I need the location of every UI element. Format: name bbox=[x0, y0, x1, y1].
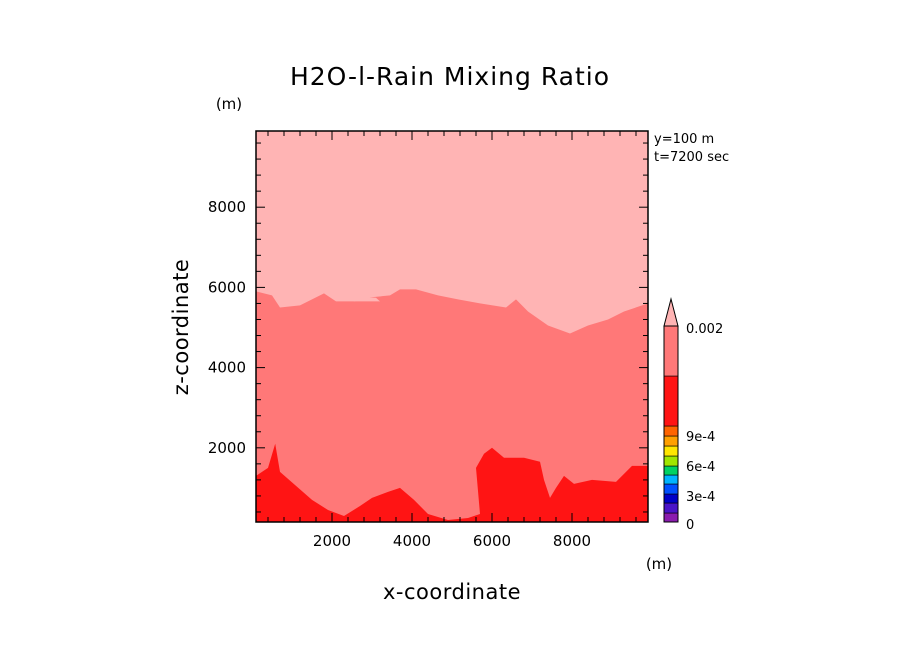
colorbar-segment bbox=[663, 474, 679, 485]
y-tick-label: 6000 bbox=[208, 278, 246, 296]
contour-region-upper-inclusion bbox=[350, 296, 380, 302]
annotation-y-slice: y=100 m bbox=[654, 132, 714, 147]
x-tick-label: 2000 bbox=[313, 532, 351, 550]
colorbar-tick-label: 6e-4 bbox=[686, 460, 715, 475]
colorbar-tick-label: 0 bbox=[686, 518, 694, 533]
colorbar-extend-arrow bbox=[663, 297, 679, 327]
axis-ticks bbox=[256, 131, 648, 522]
colorbar-tick-label: 3e-4 bbox=[686, 490, 715, 505]
y-axis-label: z-coordinate bbox=[169, 259, 193, 396]
colorbar-frame bbox=[663, 325, 679, 523]
y-unit-label: (m) bbox=[216, 95, 242, 113]
x-unit-label: (m) bbox=[646, 555, 672, 573]
y-tick-label: 2000 bbox=[208, 439, 246, 457]
x-axis-label: x-coordinate bbox=[383, 580, 521, 604]
colorbar-segment bbox=[663, 455, 679, 467]
colorbar-segment bbox=[663, 435, 679, 447]
colorbar-segment bbox=[663, 502, 679, 514]
colorbar-tick-label: 0.002 bbox=[686, 322, 723, 337]
chart-title: H2O-l-Rain Mixing Ratio bbox=[290, 62, 610, 91]
annotation-time: t=7200 sec bbox=[654, 150, 729, 165]
x-tick-label: 4000 bbox=[393, 532, 431, 550]
colorbar-segment bbox=[663, 493, 679, 504]
y-tick-label: 8000 bbox=[208, 198, 246, 216]
x-tick-label: 8000 bbox=[553, 532, 591, 550]
colorbar-tick-label: 9e-4 bbox=[686, 430, 715, 445]
colorbar-segment bbox=[663, 445, 679, 457]
contour-field bbox=[256, 131, 648, 522]
colorbar-segment bbox=[663, 483, 679, 495]
colorbar-segment bbox=[663, 512, 679, 523]
colorbar-segment bbox=[663, 325, 679, 377]
contour-region-upper bbox=[256, 131, 648, 334]
x-tick-label: 6000 bbox=[473, 532, 511, 550]
colorbar-segment bbox=[663, 425, 679, 437]
axis-tick-labels: 2000 4000 6000 8000 2000 4000 6000 8000 bbox=[208, 198, 591, 550]
colorbar-segment bbox=[663, 375, 679, 427]
colorbar: 0.002 9e-4 6e-4 3e-4 0 bbox=[663, 297, 723, 533]
contour-region-lower bbox=[256, 443, 648, 522]
y-tick-label: 4000 bbox=[208, 359, 246, 377]
plot-frame bbox=[255, 130, 649, 523]
colorbar-segment bbox=[663, 465, 679, 476]
